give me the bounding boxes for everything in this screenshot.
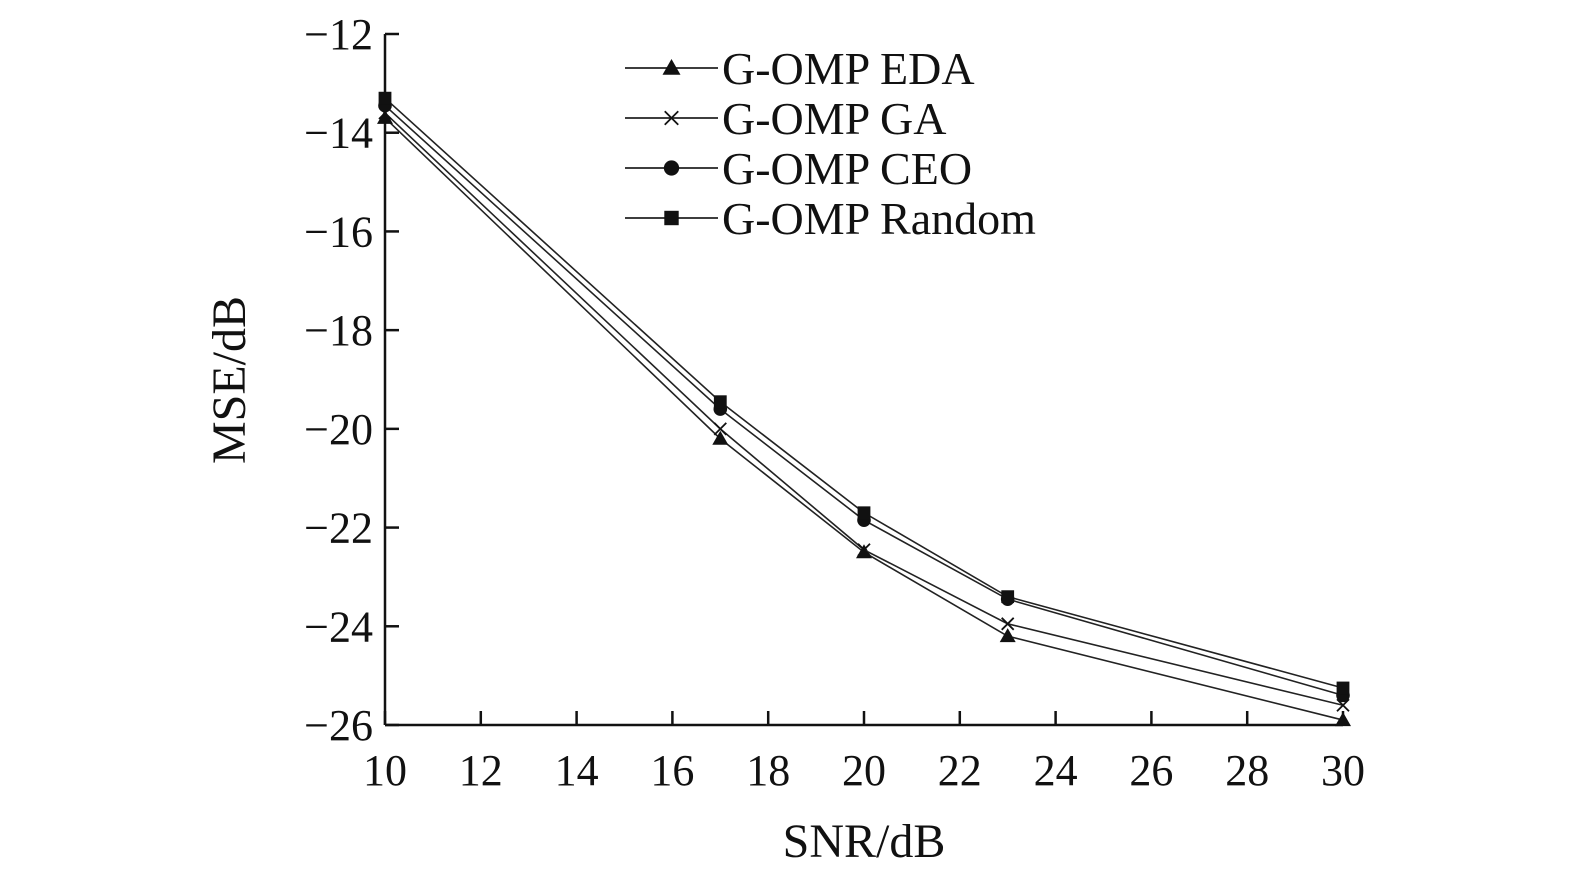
x-tick-label: 22 <box>938 746 982 795</box>
x-tick-label: 26 <box>1129 746 1173 795</box>
legend-item: G-OMP GA <box>625 93 946 144</box>
series-g-omp-ga <box>378 106 1350 712</box>
x-marker <box>857 543 871 557</box>
ticks: 10 12 14 16 18 20 22 24 26 28 30 −12 −14 −16 −18 −20 −22… <box>304 10 1365 795</box>
y-tick-label: −26 <box>304 701 373 750</box>
x-axis-title: SNR/dB <box>783 815 946 868</box>
y-axis-title: MSE/dB <box>203 296 256 464</box>
square-marker <box>1336 681 1350 695</box>
y-tick-label: −18 <box>304 306 373 355</box>
y-tick-label: −16 <box>304 207 373 256</box>
legend-item: G-OMP CEO <box>625 143 972 194</box>
legend-item: G-OMP Random <box>625 193 1036 244</box>
x-tick-label: 12 <box>459 746 503 795</box>
triangle-marker <box>999 628 1016 643</box>
legend-item: G-OMP EDA <box>625 43 975 94</box>
y-tick-label: −14 <box>304 109 373 158</box>
x-marker <box>664 110 679 126</box>
x-marker <box>713 422 727 436</box>
x-tick-label: 14 <box>555 746 599 795</box>
triangle-marker <box>712 430 729 445</box>
y-tick-label: −12 <box>304 10 373 59</box>
x-tick-label: 24 <box>1034 746 1078 795</box>
triangle-marker <box>662 59 681 75</box>
y-tick-label: −24 <box>304 602 373 651</box>
series-g-omp-random <box>378 91 1350 695</box>
x-marker <box>1001 617 1015 631</box>
legend-label: G-OMP EDA <box>722 43 975 94</box>
legend-label: G-OMP Random <box>722 193 1036 244</box>
y-tick-label: −20 <box>304 405 373 454</box>
square-marker <box>857 506 871 520</box>
circle-marker <box>663 160 680 176</box>
x-tick-label: 30 <box>1321 746 1365 795</box>
series <box>377 91 1351 727</box>
x-tick-label: 10 <box>363 746 407 795</box>
x-marker <box>1336 698 1350 712</box>
square-marker <box>378 91 392 105</box>
square-marker <box>1001 590 1015 604</box>
triangle-marker <box>1335 712 1351 727</box>
x-tick-label: 28 <box>1225 746 1269 795</box>
x-tick-label: 16 <box>650 746 694 795</box>
square-marker <box>713 395 727 409</box>
y-tick-label: −22 <box>304 504 373 553</box>
legend-label: G-OMP GA <box>722 93 946 144</box>
triangle-marker <box>377 109 393 124</box>
x-tick-label: 18 <box>746 746 790 795</box>
legend-label: G-OMP CEO <box>722 143 972 194</box>
x-tick-label: 20 <box>842 746 886 795</box>
square-marker <box>664 210 679 226</box>
